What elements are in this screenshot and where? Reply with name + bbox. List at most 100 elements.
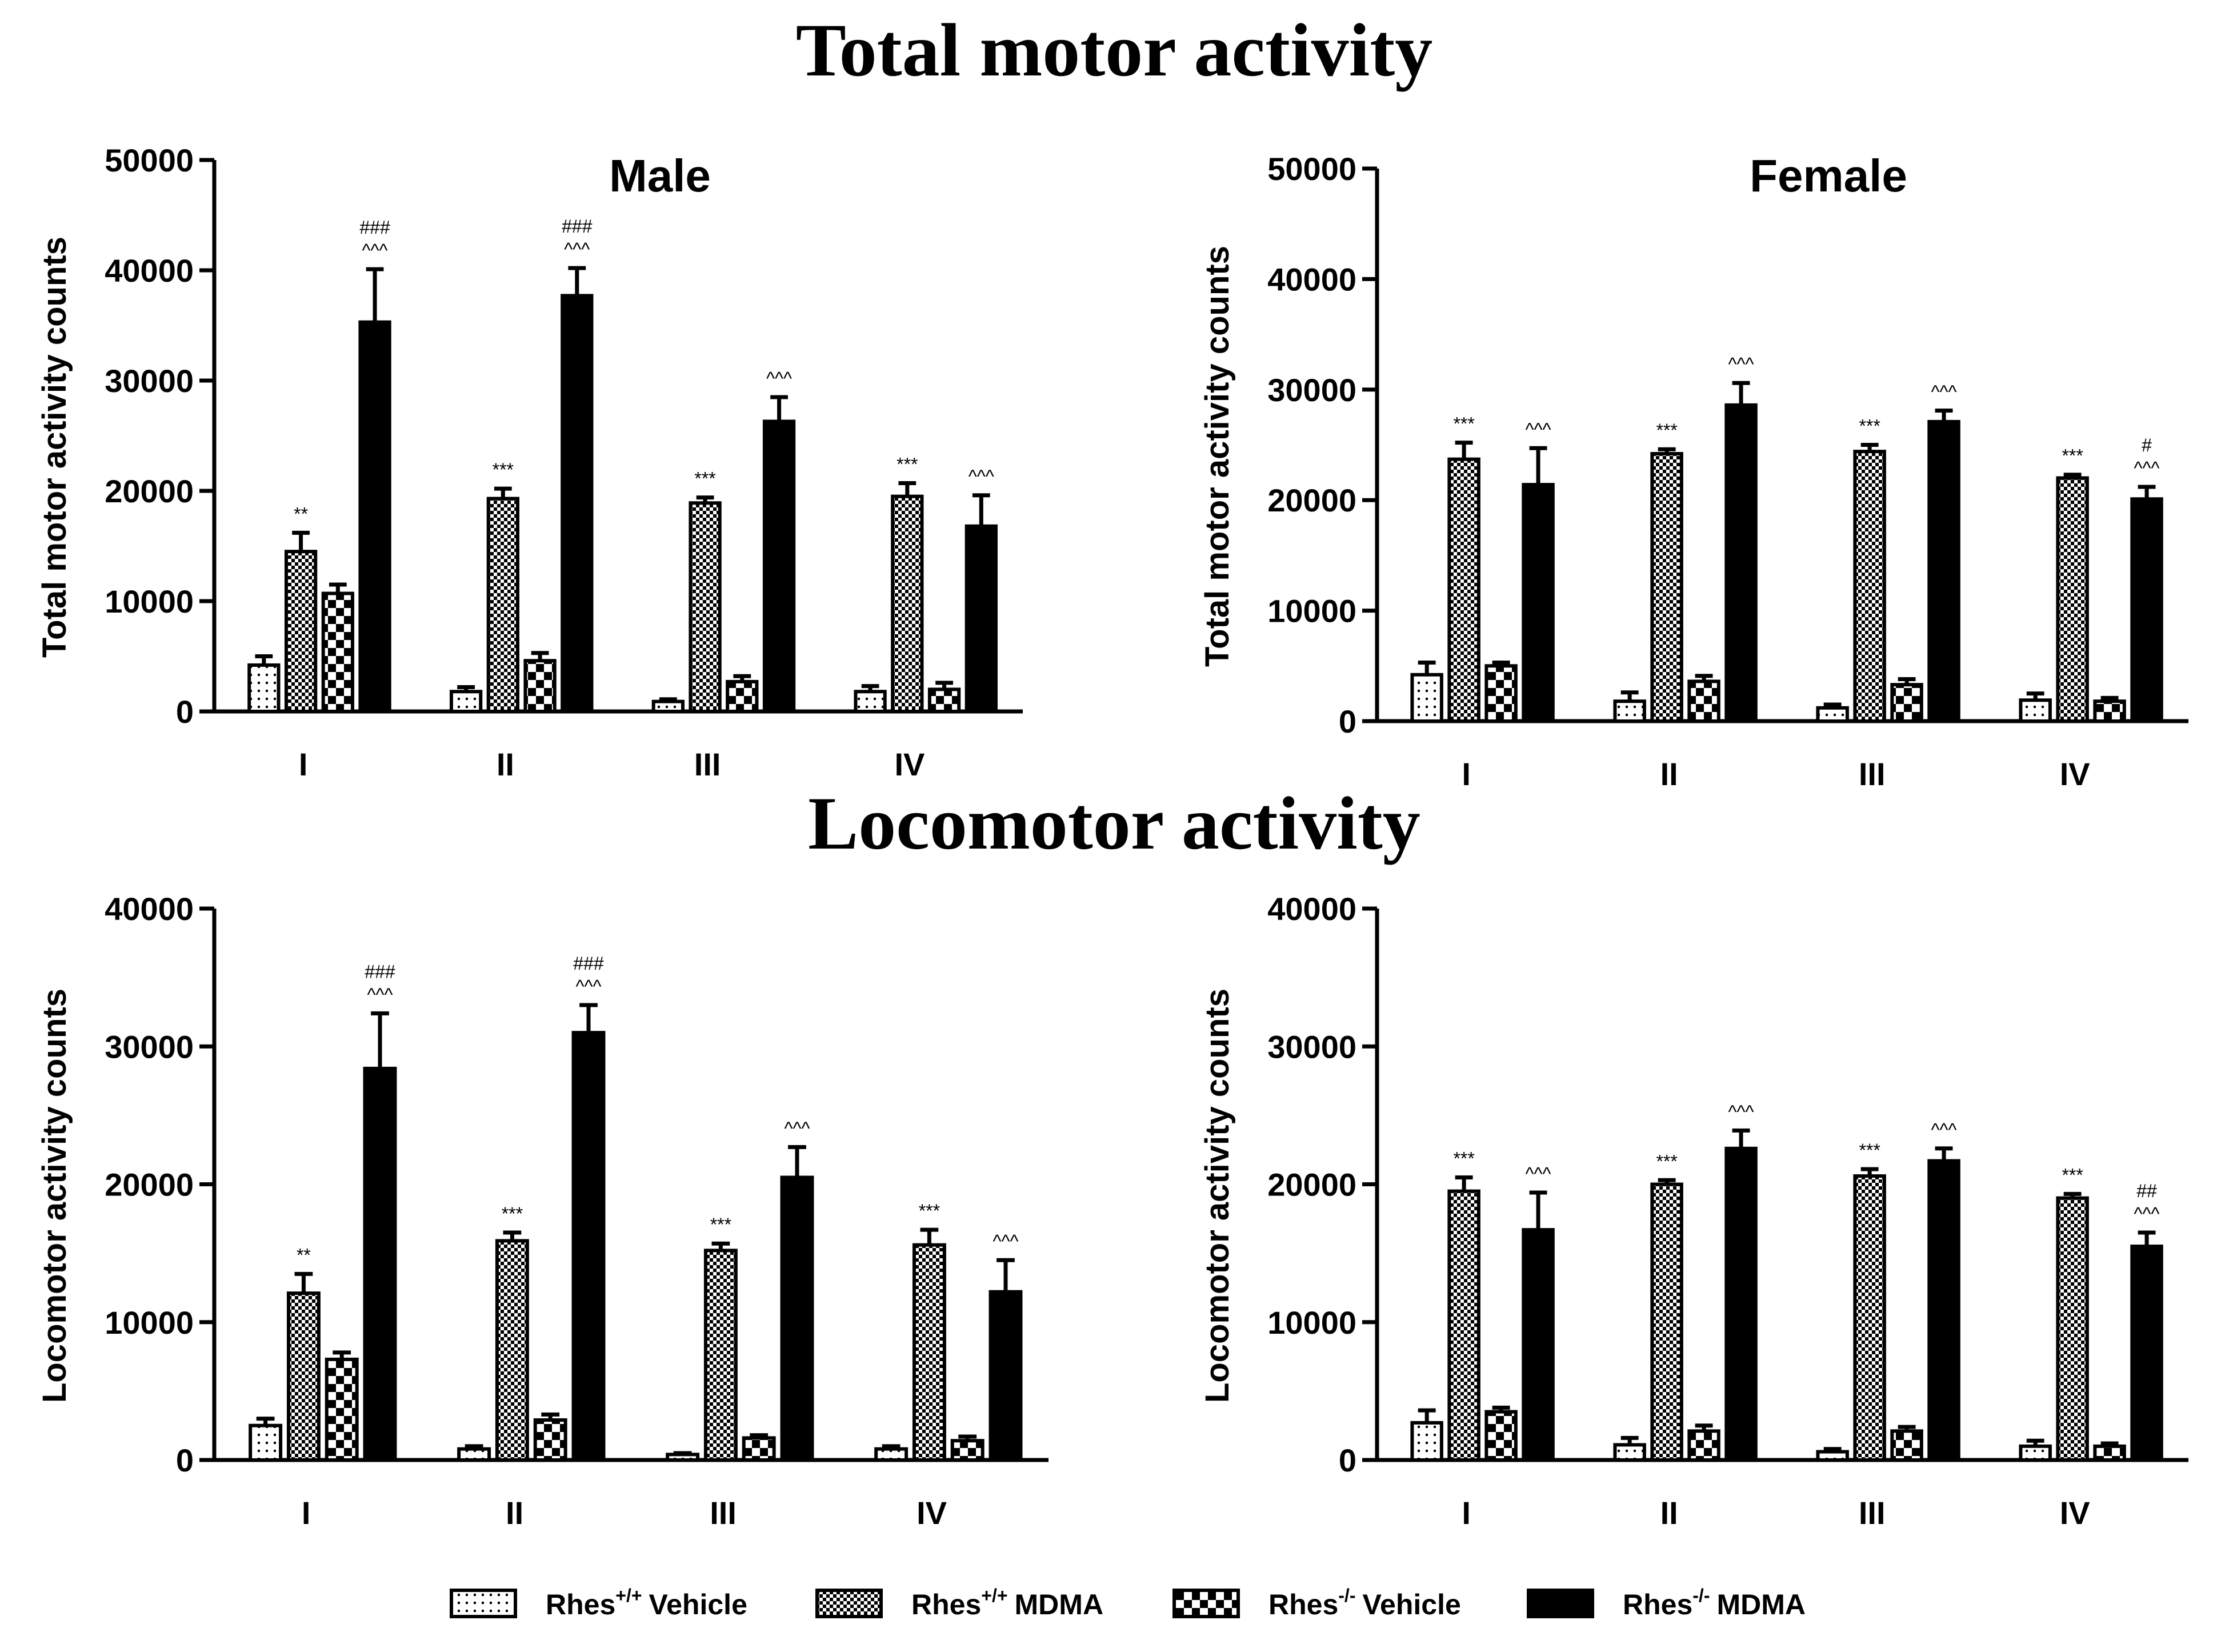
significance-label: *** bbox=[1656, 1151, 1677, 1171]
significance-label: ^^^ bbox=[575, 976, 601, 997]
y-axis-label: Total motor activity counts bbox=[36, 237, 73, 658]
legend-swatch bbox=[1172, 1589, 1240, 1618]
bar bbox=[1927, 419, 1960, 723]
category-label: II bbox=[506, 1495, 523, 1531]
significance-label: ^^^ bbox=[564, 239, 590, 259]
bar bbox=[1447, 1189, 1480, 1462]
legend-item: Rhes+/+ Vehicle bbox=[450, 1585, 747, 1621]
bar bbox=[1650, 451, 1683, 723]
bar bbox=[1890, 1429, 1923, 1462]
y-tick-label: 30000 bbox=[105, 363, 194, 399]
bar bbox=[1410, 673, 1443, 723]
significance-label: *** bbox=[710, 1214, 731, 1235]
legend-label: Rhes+/+ Vehicle bbox=[546, 1585, 747, 1621]
y-tick-label: 20000 bbox=[105, 473, 194, 509]
bar bbox=[2093, 1444, 2126, 1462]
legend-swatch bbox=[1527, 1589, 1594, 1618]
bar bbox=[457, 1447, 491, 1462]
category-label: IV bbox=[894, 746, 925, 782]
bar bbox=[486, 497, 519, 713]
bar bbox=[1613, 1443, 1646, 1462]
significance-label: ### bbox=[359, 217, 390, 238]
bar bbox=[1447, 457, 1480, 723]
bar bbox=[689, 501, 722, 713]
bar bbox=[1650, 1182, 1683, 1462]
bar bbox=[1522, 483, 1555, 723]
significance-label: *** bbox=[1859, 1140, 1880, 1161]
significance-label: ### bbox=[365, 961, 395, 982]
significance-label: *** bbox=[493, 459, 514, 480]
y-tick-label: 0 bbox=[1339, 1442, 1356, 1478]
bar bbox=[927, 687, 961, 714]
y-tick-label: 40000 bbox=[105, 253, 194, 289]
bar bbox=[1853, 1174, 1886, 1462]
bar bbox=[363, 1066, 397, 1462]
bar bbox=[1724, 1146, 1758, 1462]
y-tick-label: 30000 bbox=[1267, 372, 1356, 408]
bar bbox=[523, 659, 557, 713]
category-label: I bbox=[1462, 756, 1471, 792]
significance-label: ^^^ bbox=[766, 368, 792, 389]
significance-label: ** bbox=[297, 1245, 311, 1265]
significance-label: *** bbox=[919, 1201, 940, 1221]
bar bbox=[2130, 1245, 2163, 1462]
bar bbox=[495, 1239, 529, 1462]
category-label: III bbox=[710, 1495, 737, 1531]
panel-title: Male bbox=[609, 150, 711, 201]
category-label: I bbox=[302, 1495, 311, 1531]
y-tick-label: 0 bbox=[1339, 703, 1356, 739]
y-tick-label: 40000 bbox=[1267, 891, 1356, 927]
bar bbox=[854, 690, 887, 714]
section-title-locomotor: Locomotor activity bbox=[808, 781, 1420, 865]
y-axis-label: Locomotor activity counts bbox=[36, 989, 73, 1403]
legend-item: Rhes-/- Vehicle bbox=[1172, 1585, 1461, 1621]
category-label: III bbox=[1859, 1495, 1886, 1531]
panel-title: Female bbox=[1750, 150, 1907, 201]
bar bbox=[1724, 403, 1758, 723]
significance-label: *** bbox=[694, 469, 715, 489]
significance-label: ^^^ bbox=[362, 240, 388, 261]
legend-swatch bbox=[815, 1589, 883, 1618]
y-tick-label: 20000 bbox=[1267, 1167, 1356, 1203]
bar bbox=[742, 1436, 776, 1462]
significance-label: ^^^ bbox=[1526, 1163, 1551, 1184]
category-label: III bbox=[1859, 756, 1886, 792]
category-label: II bbox=[1660, 756, 1678, 792]
bar bbox=[1816, 706, 1849, 723]
significance-label: ^^^ bbox=[1526, 419, 1551, 439]
significance-label: ^^^ bbox=[969, 466, 994, 487]
bar bbox=[247, 663, 281, 713]
significance-label: ^^^ bbox=[1931, 1119, 1957, 1140]
bar bbox=[571, 1031, 606, 1462]
significance-label: *** bbox=[2062, 1165, 2083, 1185]
bar bbox=[1853, 450, 1886, 723]
bar bbox=[1687, 679, 1720, 723]
bar bbox=[666, 1453, 700, 1462]
bar bbox=[780, 1175, 814, 1462]
bar bbox=[1484, 1410, 1518, 1462]
bar bbox=[1687, 1429, 1720, 1462]
bar bbox=[321, 591, 354, 713]
bar bbox=[561, 294, 594, 713]
significance-label: ^^^ bbox=[2134, 1203, 2160, 1224]
significance-label: ### bbox=[562, 216, 593, 237]
significance-label: # bbox=[2142, 435, 2152, 455]
significance-label: ^^^ bbox=[2134, 458, 2160, 478]
significance-label: ** bbox=[294, 503, 308, 524]
y-tick-label: 40000 bbox=[1267, 261, 1356, 297]
significance-label: *** bbox=[1453, 1148, 1474, 1169]
bar bbox=[249, 1423, 283, 1462]
y-tick-label: 40000 bbox=[105, 891, 194, 927]
significance-label: ## bbox=[2136, 1181, 2157, 1201]
panel-female-locomotor: 0 10000 20000 30000 40000 Locomotor activity … bbox=[1199, 891, 2188, 1531]
legend-label: Rhes-/- MDMA bbox=[1623, 1585, 1806, 1621]
bar bbox=[2019, 698, 2052, 723]
y-tick-label: 50000 bbox=[105, 142, 194, 178]
significance-label: *** bbox=[897, 454, 918, 474]
y-tick-label: 10000 bbox=[1267, 1305, 1356, 1341]
bar bbox=[1927, 1159, 1960, 1462]
y-tick-label: 10000 bbox=[1267, 593, 1356, 629]
bar bbox=[2056, 476, 2089, 723]
bar bbox=[950, 1439, 985, 1462]
bar bbox=[1522, 1228, 1555, 1462]
